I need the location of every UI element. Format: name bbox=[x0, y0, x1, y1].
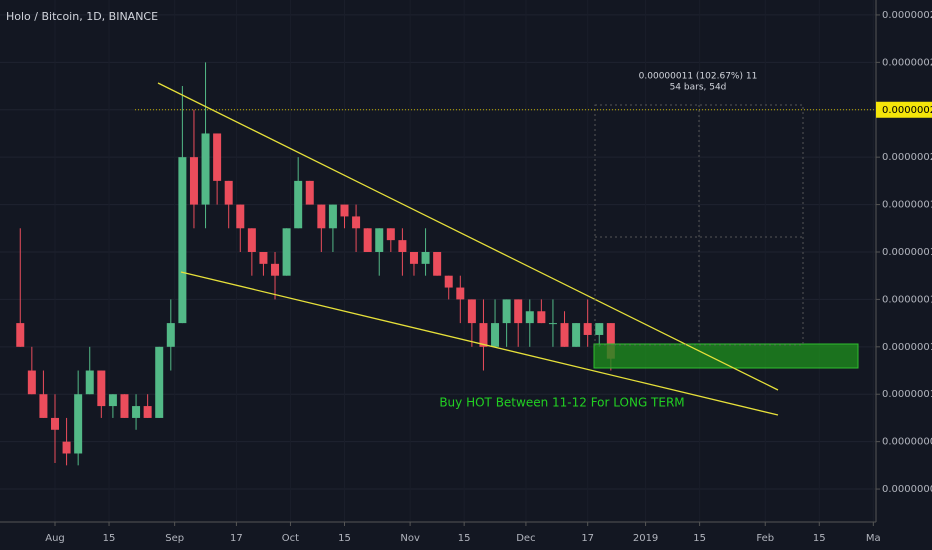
price-tag-label: 0.00000022 bbox=[882, 105, 932, 116]
candle-body bbox=[27, 370, 36, 395]
candle-body bbox=[560, 323, 569, 347]
candle-body bbox=[421, 251, 430, 264]
y-tick-label: 0.00000024 bbox=[882, 57, 932, 68]
x-tick-label: 15 bbox=[813, 533, 826, 544]
y-tick-label: 0.00000008 bbox=[882, 437, 932, 448]
y-tick-label: 0.00000020 bbox=[882, 152, 932, 163]
candle-body bbox=[444, 275, 453, 288]
candle-body bbox=[525, 311, 534, 324]
candle-body bbox=[62, 441, 71, 454]
candle-body bbox=[259, 251, 268, 264]
measure-box bbox=[594, 104, 804, 346]
candle-body bbox=[456, 287, 465, 300]
candle-body bbox=[479, 323, 488, 347]
x-tick-label: Aug bbox=[45, 533, 65, 544]
candle-body bbox=[189, 157, 198, 205]
candle-body bbox=[433, 251, 442, 276]
candle-body bbox=[271, 263, 280, 276]
candle-body bbox=[166, 323, 175, 347]
candle-body bbox=[386, 228, 395, 241]
candle-body bbox=[409, 251, 418, 264]
measure-text: 0.00000011 (102.67%) 11 bbox=[639, 72, 758, 82]
candle-body bbox=[514, 299, 523, 324]
candle-body bbox=[294, 180, 303, 229]
candle-body bbox=[305, 180, 314, 205]
x-tick-label: Oct bbox=[282, 533, 299, 544]
candle-body bbox=[120, 394, 129, 418]
candle-body bbox=[143, 406, 152, 418]
candle-body bbox=[537, 311, 546, 324]
candle-body bbox=[39, 394, 48, 418]
y-tick-label: 0.00000012 bbox=[882, 342, 932, 353]
candle-body bbox=[213, 133, 222, 181]
candle-body bbox=[583, 323, 592, 335]
x-tick-label: 15 bbox=[693, 533, 706, 544]
chart-title: Holo / Bitcoin, 1D, BINANCE bbox=[6, 10, 158, 23]
candle-body bbox=[155, 346, 164, 418]
candle-body bbox=[363, 228, 372, 252]
measure-sub: 54 bars, 54d bbox=[670, 83, 727, 93]
candle-body bbox=[491, 323, 500, 347]
candle-body bbox=[328, 204, 337, 229]
x-tick-label: 17 bbox=[581, 533, 594, 544]
candle-body bbox=[132, 406, 141, 418]
x-tick-label: Nov bbox=[400, 533, 420, 544]
x-tick-label: 15 bbox=[103, 533, 116, 544]
y-tick-label: 0.00000014 bbox=[882, 294, 932, 305]
candle-body bbox=[572, 323, 581, 347]
candle-body bbox=[178, 157, 187, 324]
x-tick-label: Dec bbox=[516, 533, 535, 544]
candle-body bbox=[398, 240, 407, 252]
candles bbox=[16, 62, 615, 466]
price-tag bbox=[876, 101, 932, 118]
candle-body bbox=[85, 370, 94, 395]
x-tick-label: Feb bbox=[756, 533, 774, 544]
y-tick-label: 0.00000010 bbox=[882, 389, 932, 400]
candle-body bbox=[247, 228, 256, 252]
y-tick-label: 0.00000006 bbox=[882, 484, 932, 495]
x-tick-label: 15 bbox=[338, 533, 351, 544]
candle-body bbox=[236, 204, 245, 229]
candle-body bbox=[97, 370, 106, 407]
candle-body bbox=[548, 323, 557, 325]
candle-body bbox=[375, 228, 384, 252]
candle-body bbox=[317, 204, 326, 229]
x-tick-label: 17 bbox=[230, 533, 243, 544]
y-tick-label: 0.00000026 bbox=[882, 10, 932, 21]
candle-body bbox=[352, 216, 361, 229]
candle-body bbox=[282, 228, 291, 276]
annotation: Buy HOT Between 11-12 For LONG TERM bbox=[439, 396, 684, 410]
candle-body bbox=[502, 299, 511, 324]
x-tick-label: 15 bbox=[458, 533, 471, 544]
x-tick-label: 2019 bbox=[633, 533, 658, 544]
candle-body bbox=[467, 299, 476, 324]
candle-body bbox=[201, 133, 210, 205]
trend-line-upper bbox=[157, 82, 779, 391]
candle-body bbox=[595, 323, 604, 335]
candle-body bbox=[108, 394, 117, 407]
candle-body bbox=[606, 323, 615, 359]
x-tick-label: Ma bbox=[866, 533, 881, 544]
candle-body bbox=[51, 417, 59, 430]
y-tick-label: 0.00000018 bbox=[882, 200, 932, 211]
candle-body bbox=[340, 204, 349, 217]
candle-body bbox=[16, 323, 25, 347]
y-tick-label: 0.00000016 bbox=[882, 247, 932, 258]
trend-line-lower bbox=[180, 271, 779, 416]
candle-body bbox=[224, 180, 233, 205]
candle-body bbox=[74, 394, 83, 454]
x-tick-label: Sep bbox=[165, 533, 184, 544]
